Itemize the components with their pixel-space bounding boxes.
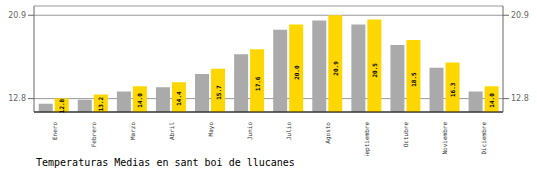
svg-text:Junio: Junio: [246, 122, 253, 140]
svg-text:12.8: 12.8: [511, 94, 529, 103]
svg-text:Marzo: Marzo: [129, 122, 136, 140]
svg-text:Julio: Julio: [285, 122, 292, 140]
svg-text:Septiembre: Septiembre: [363, 122, 371, 156]
svg-text:Enero: Enero: [51, 122, 58, 140]
svg-text:13.2: 13.2: [97, 97, 104, 112]
svg-text:18.5: 18.5: [410, 72, 417, 87]
svg-text:12.8: 12.8: [8, 94, 26, 103]
svg-text:12.8: 12.8: [58, 98, 65, 113]
svg-text:Diciembre: Diciembre: [480, 122, 487, 155]
svg-text:14.4: 14.4: [175, 91, 182, 106]
html-text:Temperaturas Medias en sant bo: Temperaturas Medias en sant boi de lluca…: [36, 157, 295, 168]
svg-text:14.0: 14.0: [136, 93, 143, 108]
svg-text:20.9: 20.9: [8, 11, 26, 20]
svg-text:20.9: 20.9: [332, 61, 339, 76]
svg-text:17.6: 17.6: [254, 76, 261, 91]
svg-text:20.5: 20.5: [371, 63, 378, 78]
svg-text:16.3: 16.3: [449, 82, 456, 97]
svg-text:Mayo: Mayo: [207, 122, 215, 137]
svg-text:Octubre: Octubre: [402, 122, 409, 148]
svg-text:Febrero: Febrero: [90, 122, 97, 148]
svg-text:20.0: 20.0: [293, 65, 300, 80]
svg-text:15.7: 15.7: [215, 85, 222, 100]
svg-text:Noviembre: Noviembre: [441, 122, 448, 155]
svg-text:14.0: 14.0: [488, 93, 495, 108]
svg-text:20.9: 20.9: [511, 11, 529, 20]
svg-text:Agosto: Agosto: [324, 122, 332, 144]
svg-text:Abril: Abril: [168, 122, 175, 140]
